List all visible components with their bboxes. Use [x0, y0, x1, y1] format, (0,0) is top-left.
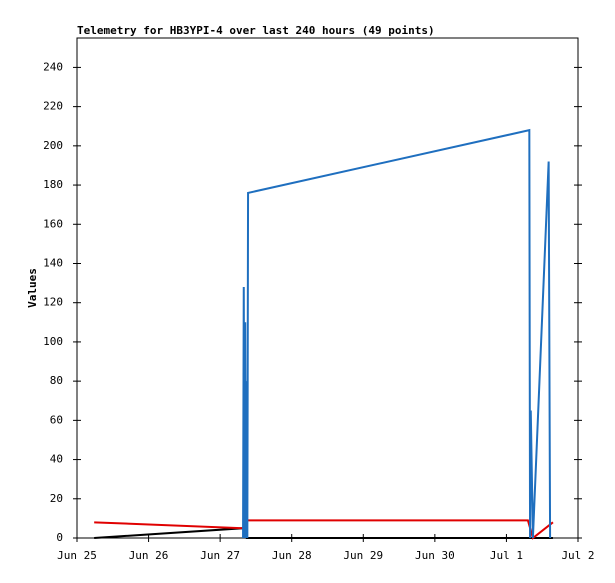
y-tick-label: 80	[50, 374, 63, 387]
y-tick-label: 200	[43, 139, 63, 152]
x-tick-label: Jun 27	[200, 549, 240, 562]
y-tick-label: 60	[50, 413, 63, 426]
x-tick-label: Jul 1	[490, 549, 523, 562]
chart-title: Telemetry for HB3YPI-4 over last 240 hou…	[77, 24, 435, 37]
x-tick-label: Jun 25	[57, 549, 97, 562]
y-tick-label: 100	[43, 335, 63, 348]
plot-frame	[76, 37, 579, 539]
y-tick-label: 20	[50, 492, 63, 505]
y-tick-label: 220	[43, 100, 63, 113]
y-tick-label: 240	[43, 60, 63, 73]
x-tick-label: Jun 28	[272, 549, 312, 562]
y-tick-label: 0	[56, 531, 63, 544]
x-tick-label: Jun 30	[415, 549, 455, 562]
x-tick-label: Jun 26	[129, 549, 169, 562]
y-tick-label: 180	[43, 178, 63, 191]
y-tick-label: 160	[43, 217, 63, 230]
y-tick-label: 140	[43, 256, 63, 269]
y-tick-label: 40	[50, 453, 63, 466]
x-tick-label: Jun 29	[343, 549, 383, 562]
series-line	[242, 128, 552, 539]
y-axis-label: Values	[26, 268, 39, 308]
x-tick-label: Jul 2	[561, 549, 594, 562]
y-tick-label: 120	[43, 296, 63, 309]
series-line	[94, 519, 554, 540]
series-line	[94, 527, 553, 539]
